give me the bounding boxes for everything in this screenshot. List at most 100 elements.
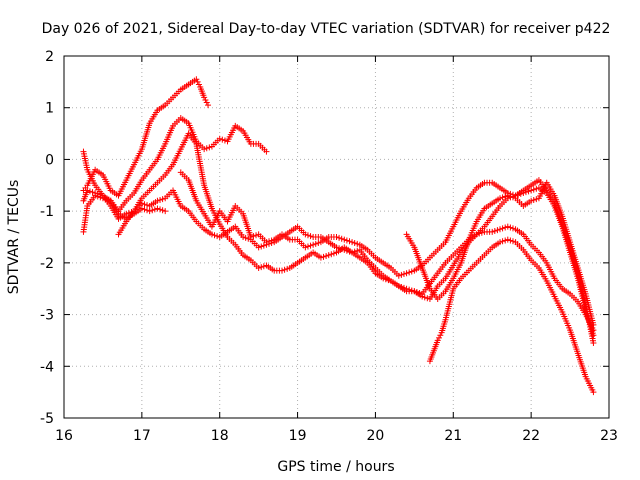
data-point <box>194 78 201 85</box>
data-point <box>336 234 343 241</box>
data-point <box>507 193 514 200</box>
y-tick-label: 1 <box>45 101 54 117</box>
data-point <box>102 196 109 203</box>
data-point <box>149 207 156 214</box>
data-point <box>400 284 407 291</box>
data-point <box>195 81 202 88</box>
data-point <box>255 265 262 272</box>
data-point <box>434 337 441 344</box>
data-point <box>395 283 402 290</box>
data-point <box>349 249 356 256</box>
data-point <box>159 196 166 203</box>
data-point <box>351 240 358 247</box>
data-point <box>338 235 345 242</box>
data-point <box>346 238 353 245</box>
data-point <box>333 234 340 240</box>
data-point <box>157 206 164 213</box>
data-point <box>320 253 327 260</box>
data-point <box>97 194 104 201</box>
data-point <box>284 265 291 272</box>
y-axis-label: SDTVAR / TECUs <box>6 180 22 295</box>
data-point <box>203 145 210 152</box>
data-point <box>325 252 332 259</box>
data-point <box>504 192 511 199</box>
data-point <box>502 193 509 200</box>
data-point <box>86 188 93 195</box>
data-point <box>406 269 413 276</box>
data-point <box>253 232 260 239</box>
y-tick-label: 0 <box>45 152 54 168</box>
data-point <box>436 334 443 341</box>
data-point <box>205 102 212 109</box>
series-track-7 <box>426 236 597 396</box>
data-point <box>497 195 503 202</box>
data-point <box>258 243 265 250</box>
data-point <box>398 283 405 290</box>
data-marks <box>80 76 597 396</box>
data-point <box>203 99 210 106</box>
data-point <box>476 230 483 237</box>
y-tick-label: -1 <box>40 204 54 220</box>
data-point <box>502 224 509 231</box>
x-tick-label: 16 <box>55 428 73 444</box>
data-point <box>499 238 506 245</box>
data-point <box>341 236 348 243</box>
data-point <box>211 232 218 239</box>
data-point <box>105 196 112 203</box>
data-point <box>504 236 511 243</box>
data-point <box>281 266 288 273</box>
data-point <box>302 231 309 238</box>
data-point <box>403 285 410 292</box>
data-point <box>528 187 535 194</box>
data-point <box>530 196 537 203</box>
data-point <box>408 287 415 294</box>
x-tick-label: 18 <box>211 428 229 444</box>
data-point <box>84 187 91 194</box>
data-point <box>497 226 503 233</box>
data-point <box>307 242 314 249</box>
series-track-8 <box>403 179 597 328</box>
plot-frame <box>63 55 610 419</box>
data-point <box>247 234 254 240</box>
data-point <box>219 136 226 143</box>
data-point <box>302 244 309 251</box>
y-tick-label: -2 <box>40 256 54 272</box>
data-point <box>89 189 96 196</box>
data-point <box>279 267 285 274</box>
data-point <box>138 205 145 212</box>
data-point <box>509 225 516 232</box>
data-point <box>328 251 335 258</box>
x-tick-label: 22 <box>522 428 540 444</box>
data-point <box>497 239 503 246</box>
data-point <box>258 264 265 271</box>
data-point <box>530 186 537 193</box>
data-point <box>208 231 215 238</box>
data-point <box>494 227 501 234</box>
data-point <box>141 206 148 213</box>
data-point <box>317 254 324 261</box>
data-point <box>250 233 257 240</box>
data-point <box>310 241 317 248</box>
y-tick-label: -5 <box>40 411 54 427</box>
data-point <box>533 196 540 203</box>
data-point <box>590 321 597 328</box>
data-point <box>263 148 270 155</box>
data-point <box>408 268 415 275</box>
data-point <box>499 225 506 232</box>
data-point <box>525 188 532 195</box>
series-track-4 <box>80 192 169 235</box>
data-point <box>263 239 270 246</box>
y-tick-label: -3 <box>40 308 54 324</box>
data-point <box>193 76 200 83</box>
data-point <box>242 234 249 241</box>
data-point <box>406 286 413 293</box>
data-point <box>260 242 267 249</box>
data-point <box>330 250 337 257</box>
data-point <box>504 223 511 230</box>
data-point <box>255 244 262 251</box>
data-point <box>333 244 340 251</box>
y-tick-label: 2 <box>45 49 54 65</box>
series-track-6 <box>177 169 597 347</box>
data-point <box>154 205 161 212</box>
data-point <box>123 210 130 217</box>
